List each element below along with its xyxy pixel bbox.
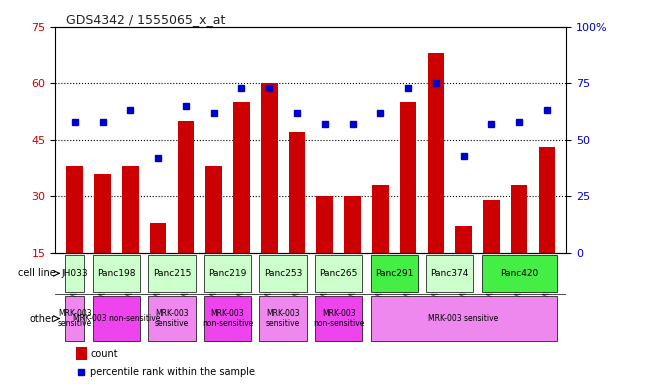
Bar: [178, 121, 194, 253]
Bar: [483, 200, 500, 253]
Text: cell line: cell line: [18, 268, 55, 278]
Bar: [315, 255, 362, 292]
Bar: [370, 296, 557, 341]
Bar: [205, 166, 222, 253]
Text: MRK-003
non-sensitive: MRK-003 non-sensitive: [313, 309, 365, 328]
Bar: [65, 255, 85, 292]
Bar: [426, 255, 473, 292]
Bar: [261, 83, 277, 253]
Bar: [511, 185, 527, 253]
Text: MRK-003 non-sensitive: MRK-003 non-sensitive: [73, 314, 160, 323]
Text: MRK-003
sensitive: MRK-003 sensitive: [266, 309, 300, 328]
Bar: [344, 196, 361, 253]
Bar: [372, 185, 389, 253]
Text: MRK-003
non-sensitive: MRK-003 non-sensitive: [202, 309, 253, 328]
Bar: [455, 227, 472, 253]
Bar: [148, 255, 195, 292]
Text: GDS4342 / 1555065_x_at: GDS4342 / 1555065_x_at: [66, 13, 225, 26]
Text: Panc219: Panc219: [208, 269, 247, 278]
Bar: [370, 255, 418, 292]
Text: MRK-003
sensitive: MRK-003 sensitive: [58, 309, 92, 328]
Bar: [315, 296, 362, 341]
Bar: [538, 147, 555, 253]
Bar: [204, 255, 251, 292]
Text: Panc215: Panc215: [153, 269, 191, 278]
Bar: [482, 255, 557, 292]
Text: percentile rank within the sample: percentile rank within the sample: [90, 367, 255, 377]
Bar: [428, 53, 444, 253]
Text: other: other: [29, 314, 55, 324]
Bar: [93, 296, 140, 341]
Bar: [122, 166, 139, 253]
Bar: [233, 102, 250, 253]
Text: Panc420: Panc420: [500, 269, 538, 278]
Text: Panc291: Panc291: [375, 269, 413, 278]
Bar: [150, 223, 167, 253]
Bar: [76, 347, 87, 360]
Bar: [148, 296, 195, 341]
Bar: [65, 296, 85, 341]
Bar: [260, 296, 307, 341]
Bar: [400, 102, 417, 253]
Bar: [316, 196, 333, 253]
Text: Panc265: Panc265: [320, 269, 358, 278]
Text: Panc253: Panc253: [264, 269, 302, 278]
Bar: [94, 174, 111, 253]
Bar: [260, 255, 307, 292]
Bar: [93, 255, 140, 292]
Text: Panc374: Panc374: [430, 269, 469, 278]
Text: count: count: [90, 349, 118, 359]
Bar: [66, 166, 83, 253]
Text: Panc198: Panc198: [97, 269, 135, 278]
Bar: [204, 296, 251, 341]
Text: JH033: JH033: [61, 269, 88, 278]
Bar: [288, 132, 305, 253]
Text: MRK-003 sensitive: MRK-003 sensitive: [428, 314, 499, 323]
Text: MRK-003
sensitive: MRK-003 sensitive: [155, 309, 189, 328]
